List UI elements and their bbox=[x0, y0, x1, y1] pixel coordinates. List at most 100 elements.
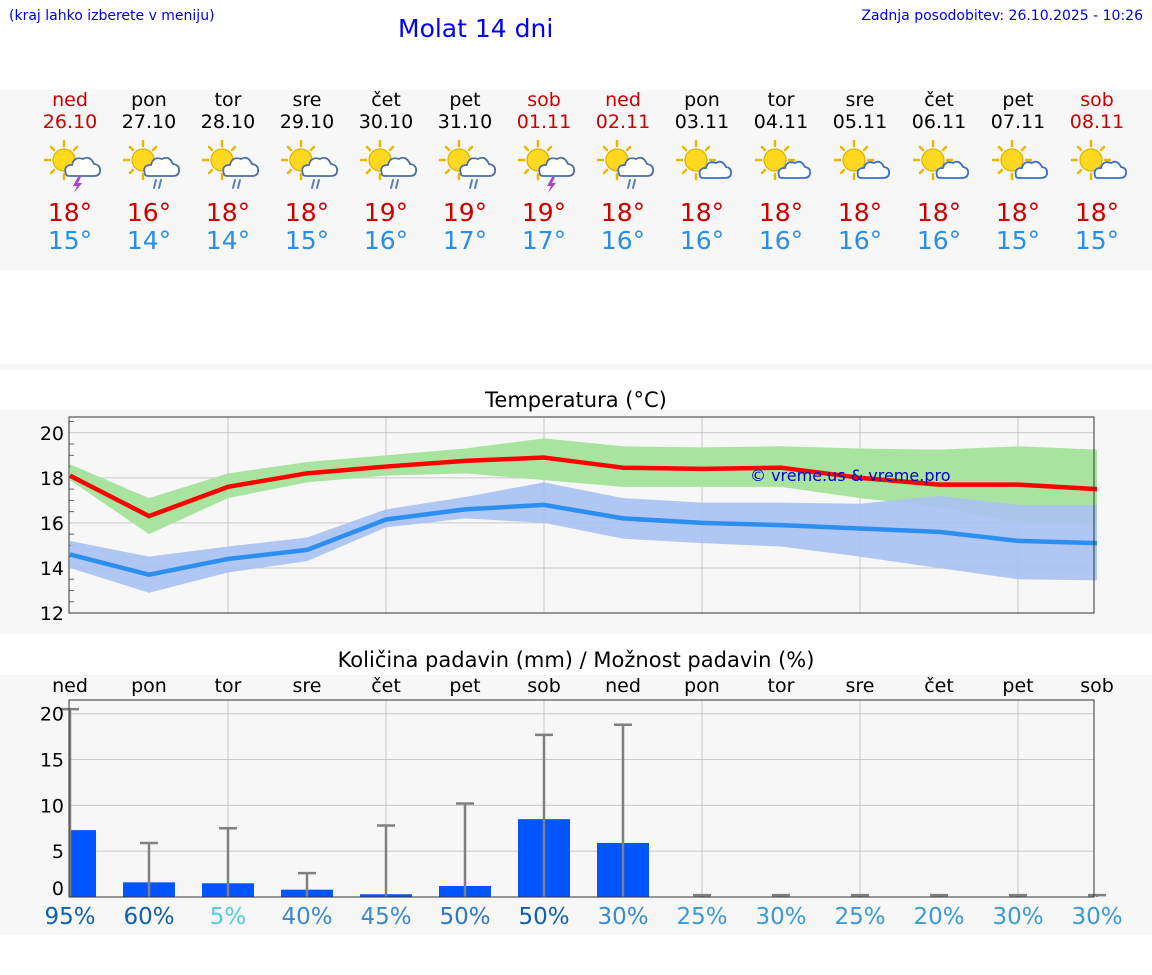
precip-chart: 0 5 10 15 20 bbox=[40, 699, 1106, 900]
day-name: pet bbox=[1002, 89, 1034, 111]
precip-day-label: pon bbox=[131, 675, 167, 697]
temp-min: 16° bbox=[837, 226, 883, 255]
day-name: čet bbox=[371, 89, 401, 111]
day-name: tor bbox=[214, 89, 242, 111]
sun-cloud-rain-icon bbox=[200, 138, 260, 194]
day-name: čet bbox=[924, 89, 954, 111]
day-date: 28.10 bbox=[200, 111, 256, 133]
temp-max: 16° bbox=[126, 198, 172, 227]
sun-cloud-thunder-icon bbox=[516, 138, 576, 194]
precip-probability: 25% bbox=[676, 904, 728, 930]
precip-day-label: pon bbox=[684, 675, 720, 697]
last-update: Zadnja posodobitev: 26.10.2025 - 10:26 bbox=[861, 8, 1143, 24]
day-date: 27.10 bbox=[121, 111, 177, 133]
precip-probability: 30% bbox=[755, 904, 807, 930]
watermark: © vreme.us & vreme.pro bbox=[750, 466, 951, 485]
menu-hint: (kraj lahko izberete v meniju) bbox=[9, 8, 215, 24]
precip-day-label: sob bbox=[527, 675, 561, 697]
sun-cloud-icon bbox=[990, 138, 1050, 194]
sun-cloud-thunder-icon bbox=[42, 138, 102, 194]
precip-day-label: pet bbox=[449, 675, 481, 697]
min-temp-band bbox=[70, 482, 1097, 593]
temp-min: 16° bbox=[363, 226, 409, 255]
y-tick-label: 5 bbox=[52, 841, 64, 863]
day-name: ned bbox=[52, 89, 88, 111]
precip-probability: 30% bbox=[597, 904, 649, 930]
temp-min: 16° bbox=[758, 226, 804, 255]
y-tick-label: 10 bbox=[40, 795, 64, 817]
day-name: pet bbox=[449, 89, 481, 111]
sun-cloud-rain-icon bbox=[437, 138, 497, 194]
y-tick-label: 20 bbox=[40, 704, 64, 726]
precip-probability: 50% bbox=[518, 904, 570, 930]
temp-max: 18° bbox=[916, 198, 962, 227]
temp-max: 18° bbox=[284, 198, 330, 227]
temp-min: 16° bbox=[679, 226, 725, 255]
temp-min: 17° bbox=[521, 226, 567, 255]
precip-probability: 95% bbox=[44, 904, 96, 930]
precip-probability: 45% bbox=[360, 904, 412, 930]
day-date: 29.10 bbox=[279, 111, 335, 133]
precip-probability: 25% bbox=[834, 904, 886, 930]
y-tick-label: 0 bbox=[52, 878, 64, 900]
temp-max: 19° bbox=[363, 198, 409, 227]
precip-day-label: pet bbox=[1002, 675, 1034, 697]
max-temp-line bbox=[68, 455, 1098, 519]
precip-day-label: sre bbox=[845, 675, 875, 697]
precip-day-label: čet bbox=[924, 675, 954, 697]
day-date: 08.11 bbox=[1069, 111, 1125, 133]
temp-max: 19° bbox=[521, 198, 567, 227]
day-date: 31.10 bbox=[437, 111, 493, 133]
precip-probability: 50% bbox=[439, 904, 491, 930]
temp-min: 16° bbox=[600, 226, 646, 255]
temp-max: 18° bbox=[47, 198, 93, 227]
temp-max: 18° bbox=[1074, 198, 1120, 227]
precip-day-label: ned bbox=[605, 675, 641, 697]
precip-day-label: ned bbox=[52, 675, 88, 697]
temp-min: 14° bbox=[205, 226, 251, 255]
day-date: 06.11 bbox=[911, 111, 967, 133]
separator-band bbox=[0, 364, 1152, 370]
sun-cloud-icon bbox=[911, 138, 971, 194]
sun-cloud-rain-icon bbox=[595, 138, 655, 194]
day-name: sre bbox=[292, 89, 322, 111]
precip-probability: 5% bbox=[209, 904, 247, 930]
page-title: Molat 14 dni bbox=[398, 14, 554, 43]
y-tick-label: 12 bbox=[40, 603, 64, 625]
precip-probability: 30% bbox=[992, 904, 1044, 930]
temp-max: 18° bbox=[205, 198, 251, 227]
sun-cloud-icon bbox=[1069, 138, 1129, 194]
day-date: 03.11 bbox=[674, 111, 730, 133]
temp-max: 18° bbox=[995, 198, 1041, 227]
max-temp-band bbox=[70, 438, 1097, 535]
day-name: sob bbox=[527, 89, 561, 111]
temp-min: 17° bbox=[442, 226, 488, 255]
precip-probability: 20% bbox=[913, 904, 965, 930]
temperature-chart: 12 14 16 18 20 © vreme.us & vreme.pro bbox=[40, 416, 1098, 625]
precip-day-label: sre bbox=[292, 675, 322, 697]
precip-bar bbox=[69, 830, 96, 897]
day-name: pon bbox=[131, 89, 167, 111]
precip-probability: 40% bbox=[281, 904, 333, 930]
y-tick-label: 16 bbox=[40, 513, 64, 535]
precip-day-label: čet bbox=[371, 675, 401, 697]
sun-cloud-icon bbox=[832, 138, 892, 194]
temp-max: 18° bbox=[758, 198, 804, 227]
day-date: 01.11 bbox=[516, 111, 572, 133]
temp-min: 16° bbox=[916, 226, 962, 255]
temp-min: 14° bbox=[126, 226, 172, 255]
precip-day-label: tor bbox=[214, 675, 242, 697]
day-name: sre bbox=[845, 89, 875, 111]
temp-max: 18° bbox=[837, 198, 883, 227]
day-date: 05.11 bbox=[832, 111, 888, 133]
day-date: 07.11 bbox=[990, 111, 1046, 133]
temp-min: 15° bbox=[284, 226, 330, 255]
temp-min: 15° bbox=[1074, 226, 1120, 255]
day-name: sob bbox=[1080, 89, 1114, 111]
plot-area bbox=[69, 700, 1094, 897]
y-tick-label: 20 bbox=[40, 423, 64, 445]
day-date: 30.10 bbox=[358, 111, 414, 133]
temp-min: 15° bbox=[47, 226, 93, 255]
day-date: 26.10 bbox=[42, 111, 98, 133]
precip-probability: 60% bbox=[123, 904, 175, 930]
